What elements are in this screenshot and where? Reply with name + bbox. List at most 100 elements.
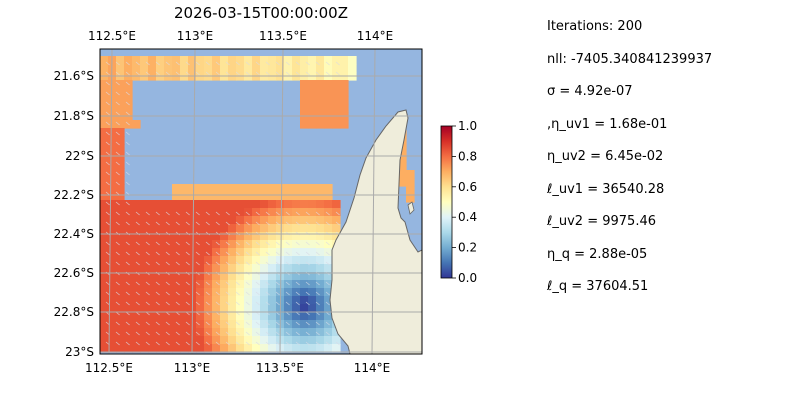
heatmap-cell: [132, 232, 141, 241]
quiver-arrow: [125, 171, 130, 176]
heatmap-cell: [124, 64, 133, 73]
quiver-arrow: [305, 261, 310, 266]
heatmap-cell: [180, 232, 189, 241]
heatmap-cell: [308, 224, 317, 233]
heatmap-cell: [316, 80, 325, 89]
quiver-arrow: [145, 261, 150, 266]
meridian-line: [108, 49, 113, 354]
quiver-arrow: [205, 331, 210, 336]
heatmap-cell: [220, 192, 229, 201]
quiver-arrow: [115, 321, 120, 326]
colorbar-ticks: 0.0 0.2 0.4 0.6 0.8 1.0: [452, 119, 477, 285]
heatmap-cell: [228, 200, 237, 209]
heatmap-cell: [300, 248, 309, 257]
heatmap-cell: [124, 336, 133, 345]
heatmap-cell: [132, 200, 141, 209]
quiver-arrow: [235, 331, 240, 336]
quiver-arrow: [195, 291, 200, 296]
heatmap-cell: [212, 200, 221, 209]
heatmap-cell: [252, 56, 261, 65]
quiver-arrow: [125, 101, 130, 106]
quiver-arrow: [265, 341, 270, 346]
heatmap-cell: [228, 240, 237, 249]
quiver-arrow: [115, 161, 120, 166]
quiver-arrow: [235, 241, 240, 246]
quiver-arrow: [335, 211, 340, 216]
quiver-arrow: [225, 211, 230, 216]
quiver-arrow: [105, 91, 110, 96]
quiver-arrow: [275, 341, 280, 346]
quiver-arrow: [315, 281, 320, 286]
heatmap-cell: [268, 256, 277, 265]
heatmap-cell: [132, 280, 141, 289]
quiver-arrow: [255, 291, 260, 296]
quiver-arrow: [105, 61, 110, 66]
heatmap-cell: [220, 184, 229, 193]
quiver-arrow: [115, 101, 120, 106]
heatmap-cell: [228, 56, 237, 65]
heatmap-cell: [244, 64, 253, 73]
quiver-arrow: [205, 61, 210, 66]
heatmap-cell: [276, 264, 285, 273]
heatmap-cell: [116, 56, 125, 65]
heatmap-cell: [148, 200, 157, 209]
quiver-arrow: [205, 291, 210, 296]
heatmap-cell: [276, 184, 285, 193]
heatmap-cell: [172, 232, 181, 241]
heatmap-cell: [140, 64, 149, 73]
heatmap-cell: [196, 288, 205, 297]
heatmap-cell: [204, 248, 213, 257]
heatmap-cell: [244, 344, 253, 353]
heatmap-cell: [292, 336, 301, 345]
quiver-arrow: [245, 321, 250, 326]
heatmap-cell: [228, 264, 237, 273]
quiver-arrow: [105, 71, 110, 76]
heatmap-cell: [300, 224, 309, 233]
heatmap-cell: [108, 264, 117, 273]
heatmap-cell: [124, 232, 133, 241]
heatmap-cell: [284, 64, 293, 73]
heatmap-cell: [100, 256, 109, 265]
heatmap-cell: [100, 64, 109, 73]
heatmap-cell: [100, 144, 109, 153]
heatmap-cell: [332, 64, 341, 73]
heatmap-cell: [268, 280, 277, 289]
quiver-arrow: [115, 301, 120, 306]
quiver-arrow: [295, 61, 300, 66]
heatmap-cell: [180, 296, 189, 305]
heatmap-cell: [132, 304, 141, 313]
quiver-arrow: [325, 331, 330, 336]
heatmap-cell: [268, 216, 277, 225]
quiver-arrow: [205, 341, 210, 346]
heatmap-cell: [300, 232, 309, 241]
heatmap-cell: [252, 264, 261, 273]
quiver-arrow: [125, 291, 130, 296]
heatmap-cell: [108, 184, 117, 193]
quiver-arrow: [175, 341, 180, 346]
quiver-arrow: [125, 81, 130, 86]
heatmap-cell: [148, 248, 157, 257]
quiver-arrow: [125, 251, 130, 256]
heatmap-cell: [204, 216, 213, 225]
heatmap-cell: [148, 216, 157, 225]
quiver-arrow: [195, 301, 200, 306]
heatmap-cell: [260, 264, 269, 273]
heatmap-cell: [108, 96, 117, 105]
heatmap-cell: [100, 264, 109, 273]
quiver-arrow: [265, 211, 270, 216]
heatmap-cell: [324, 56, 333, 65]
heatmap-cell: [116, 88, 125, 97]
quiver-arrow: [195, 241, 200, 246]
heatmap-cell: [220, 304, 229, 313]
heatmap-cell: [316, 272, 325, 281]
quiver-arrow: [235, 341, 240, 346]
quiver-arrow: [275, 71, 280, 76]
quiver-arrow: [255, 341, 260, 346]
heatmap-cell: [300, 88, 309, 97]
heatmap-cell: [188, 200, 197, 209]
quiver-arrow: [225, 281, 230, 286]
heatmap-cell: [292, 232, 301, 241]
quiver-arrow: [115, 201, 120, 206]
heatmap-cell: [140, 304, 149, 313]
heatmap-cell: [324, 272, 333, 281]
